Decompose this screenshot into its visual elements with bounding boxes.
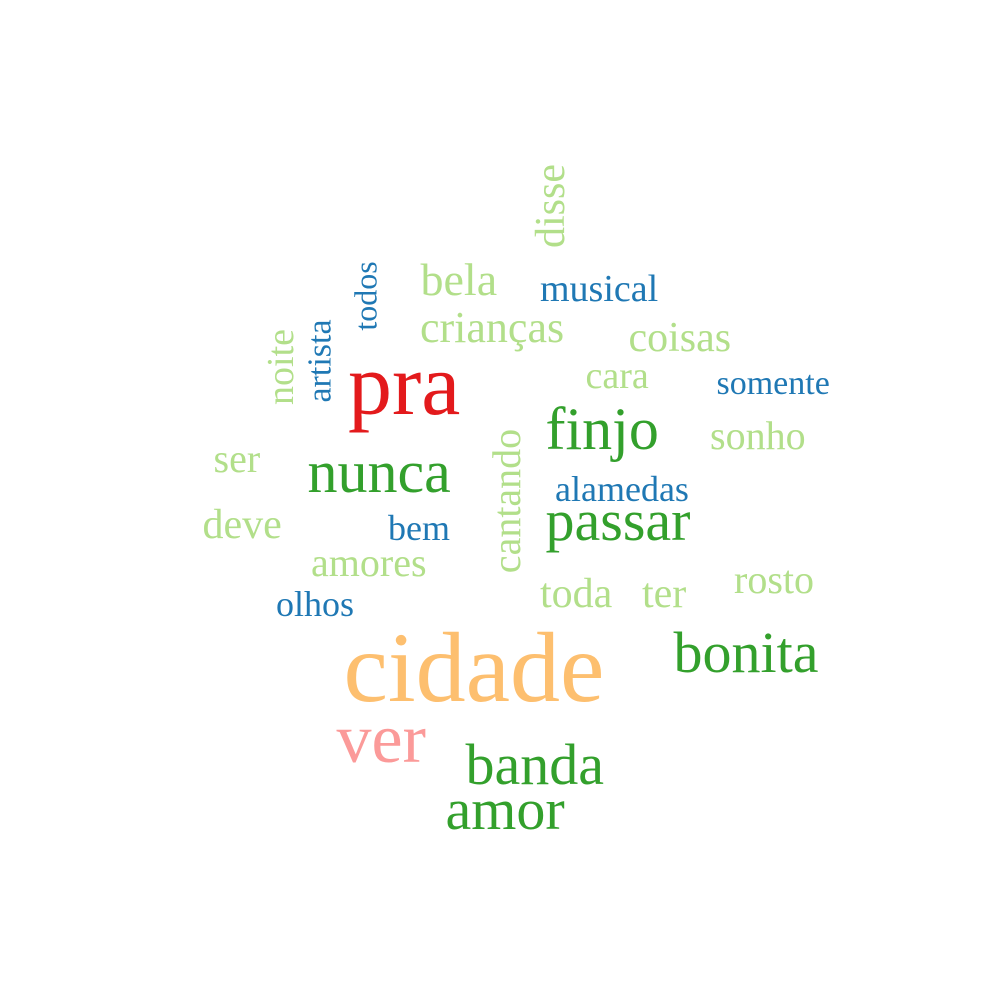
word-cantando: cantando — [484, 428, 530, 574]
word-disse: disse — [528, 164, 574, 248]
word-somente: somente — [716, 365, 830, 402]
word-cara: cara — [585, 355, 649, 397]
word-rosto: rosto — [734, 557, 814, 602]
word-todos: todos — [347, 261, 384, 331]
word-bela: bela — [420, 254, 498, 305]
word-deve: deve — [202, 502, 282, 548]
word-finjo: finjo — [545, 396, 659, 462]
word-nunca: nunca — [307, 439, 451, 505]
word-sonho: sonho — [710, 413, 806, 458]
word-ser: ser — [213, 436, 261, 481]
word-olhos: olhos — [276, 584, 355, 624]
word-banda: banda — [465, 732, 605, 797]
word-noite: noite — [259, 329, 302, 405]
word-ver: ver — [336, 701, 426, 778]
word-amores: amores — [311, 540, 427, 585]
word-bem: bem — [388, 508, 450, 548]
word-passar: passar — [545, 488, 691, 553]
word-pra: pra — [348, 337, 461, 434]
word-cidade: cidade — [343, 612, 605, 723]
word-coisas: coisas — [628, 315, 732, 361]
word-bonita: bonita — [673, 620, 819, 685]
word-amor: amor — [445, 777, 565, 842]
word-musical: musical — [540, 268, 659, 310]
word-criancas: crianças — [420, 303, 565, 352]
word-toda: toda — [540, 571, 613, 617]
word-artista: artista — [301, 319, 339, 403]
word-alamedas: alamedas — [555, 469, 689, 509]
word-ter: ter — [642, 571, 687, 617]
